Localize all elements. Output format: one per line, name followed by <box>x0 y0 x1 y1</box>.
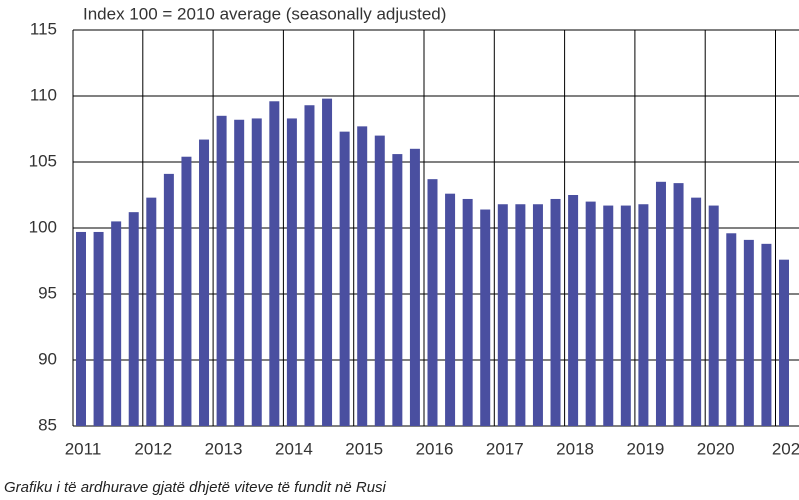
bar <box>761 243 772 426</box>
bar <box>708 205 719 426</box>
bar <box>76 231 86 426</box>
bar <box>251 118 262 426</box>
bar <box>427 179 438 426</box>
y-tick-label: 85 <box>38 415 57 434</box>
bar <box>409 148 420 427</box>
bar <box>392 154 403 426</box>
bar <box>603 205 614 426</box>
y-tick-label: 95 <box>38 283 57 302</box>
x-tick-label: 2020 <box>697 439 735 458</box>
bar <box>691 197 702 426</box>
bar <box>497 204 508 426</box>
bar <box>339 131 350 426</box>
bar <box>585 201 596 426</box>
bar <box>357 126 368 427</box>
bar <box>743 239 754 426</box>
y-tick-label: 100 <box>29 217 57 236</box>
y-tick-label: 115 <box>30 19 57 38</box>
x-tick-label: 2011 <box>65 439 102 458</box>
y-tick-label: 105 <box>29 151 57 170</box>
bar <box>269 101 280 426</box>
bar <box>146 197 157 426</box>
x-tick-label: 2015 <box>345 439 383 458</box>
bar <box>515 204 526 426</box>
caption: Grafiku i të ardhurave gjatë dhjetë vite… <box>4 479 387 496</box>
y-tick-label: 110 <box>30 85 57 104</box>
x-tick-label: 202 <box>772 439 799 458</box>
bar <box>111 221 122 426</box>
x-tick-label: 2017 <box>486 439 524 458</box>
bar <box>726 233 737 426</box>
bar <box>550 198 561 426</box>
x-tick-label: 2013 <box>205 439 243 458</box>
bar <box>445 193 456 426</box>
y-tick-label: 90 <box>38 349 57 368</box>
bar <box>638 204 649 426</box>
bar <box>532 204 543 426</box>
chart-title: Index 100 = 2010 average (seasonally adj… <box>83 4 446 23</box>
bar <box>620 205 631 426</box>
bar <box>655 181 666 426</box>
bar <box>374 135 385 426</box>
x-tick-label: 2012 <box>134 439 172 458</box>
x-tick-label: 2018 <box>556 439 594 458</box>
x-tick-label: 2016 <box>416 439 454 458</box>
bar <box>462 198 473 426</box>
bar <box>779 259 789 426</box>
x-tick-label: 2014 <box>275 439 313 458</box>
bar <box>286 118 297 426</box>
bar <box>234 119 245 426</box>
bar <box>304 105 315 427</box>
bar <box>199 139 210 426</box>
bar <box>128 212 139 426</box>
bar <box>322 98 333 426</box>
x-tick-label: 2019 <box>626 439 664 458</box>
bar <box>181 156 192 426</box>
bar <box>163 173 174 426</box>
bar <box>93 231 104 426</box>
bar <box>216 115 227 427</box>
bar <box>568 195 579 426</box>
bar <box>480 209 491 426</box>
bar <box>673 183 684 426</box>
